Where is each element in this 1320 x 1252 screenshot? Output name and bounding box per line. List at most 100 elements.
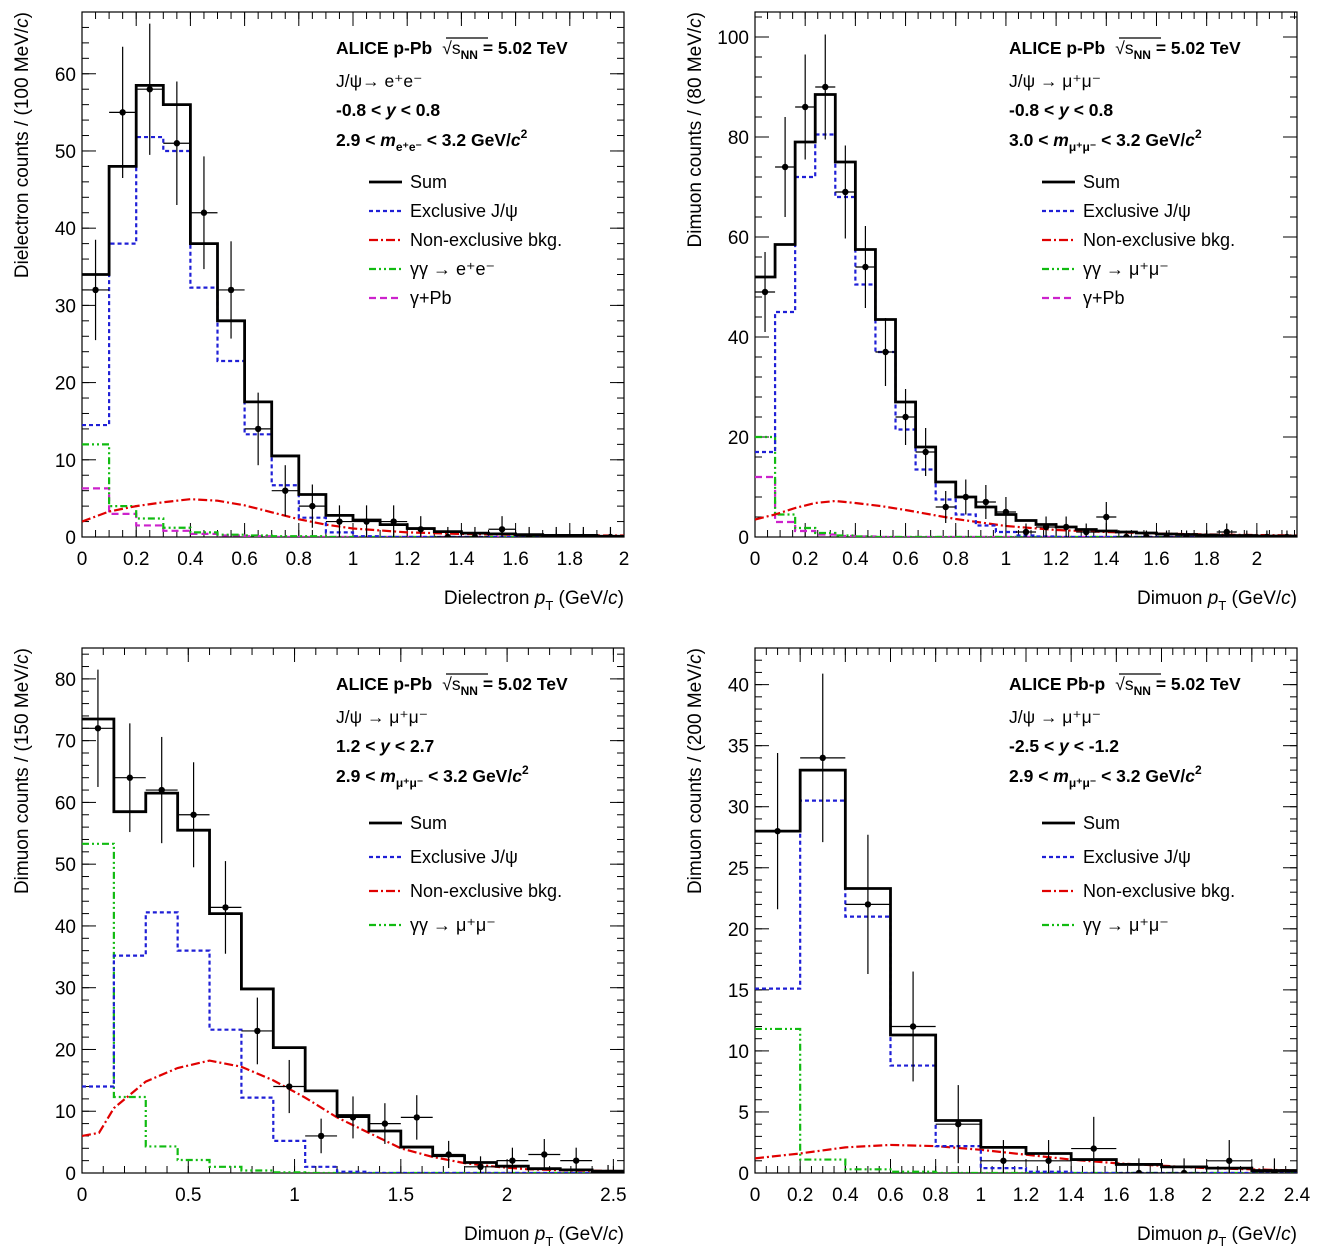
data-point-marker bbox=[477, 1163, 484, 1171]
mass-high: < 3.2 GeV/ bbox=[423, 766, 512, 786]
system-label: ALICE p-Pb bbox=[1009, 38, 1105, 58]
data-point bbox=[1176, 530, 1197, 537]
data-point bbox=[1071, 1116, 1117, 1173]
rapidity-high: < 0.8 bbox=[1069, 100, 1114, 120]
legend-item-gpb: γ+Pb bbox=[369, 288, 452, 308]
data-point bbox=[1196, 530, 1217, 537]
rapidity-symbol: y bbox=[385, 100, 397, 120]
y-label-text: Dimuon counts / (80 MeV/ bbox=[685, 27, 706, 247]
mass-unit-exp: 2 bbox=[521, 127, 528, 141]
data-point bbox=[515, 526, 543, 537]
x-label-text: Dimuon bbox=[1137, 1224, 1208, 1245]
system-label: ALICE Pb-p bbox=[1009, 674, 1105, 694]
legend-label-gpb: γ+Pb bbox=[410, 288, 452, 308]
annotation-decay: J/ψ → μ⁺μ⁻ bbox=[336, 707, 428, 727]
x-tick-label: 1.6 bbox=[502, 549, 528, 570]
data-point-marker bbox=[92, 286, 99, 294]
data-point-marker bbox=[819, 754, 826, 762]
x-label-p: p bbox=[534, 588, 546, 609]
data-point-marker bbox=[1163, 533, 1170, 537]
y-tick-label: 25 bbox=[728, 859, 749, 880]
data-point-marker bbox=[1143, 533, 1150, 537]
legend-label-nonexcl: Non-exclusive bkg. bbox=[1083, 230, 1235, 250]
sqrt-s: √s bbox=[1115, 674, 1134, 694]
mass-symbol: m bbox=[1053, 130, 1069, 150]
annotation-rapidity: 1.2 < y < 2.7 bbox=[336, 736, 434, 756]
data-point bbox=[935, 491, 956, 523]
data-point bbox=[815, 34, 836, 140]
x-tick-label: 0 bbox=[750, 549, 761, 570]
x-tick-label: 2.4 bbox=[1284, 1185, 1311, 1206]
rapidity-high: < 2.7 bbox=[390, 736, 434, 756]
data-point bbox=[82, 669, 114, 787]
mass-high: < 3.2 GeV/ bbox=[422, 130, 511, 150]
nn-subscript: NN bbox=[461, 48, 478, 62]
data-point bbox=[542, 526, 570, 537]
annotation-rapidity: -0.8 < y < 0.8 bbox=[336, 100, 440, 120]
data-point bbox=[244, 392, 272, 466]
mass-symbol: m bbox=[1053, 766, 1069, 786]
y-tick-label: 0 bbox=[65, 1164, 76, 1185]
data-point-marker bbox=[1000, 1157, 1007, 1164]
data-point bbox=[177, 762, 210, 868]
data-point-marker bbox=[1263, 533, 1271, 537]
mass-high: < 3.2 GeV/ bbox=[1096, 130, 1185, 150]
x-label-close: ) bbox=[618, 588, 624, 609]
data-point-marker bbox=[309, 502, 316, 510]
x-tick-label: 0.2 bbox=[792, 549, 818, 570]
data-point-marker bbox=[119, 109, 126, 116]
data-point-marker bbox=[471, 533, 479, 537]
y-tick-label: 100 bbox=[717, 28, 749, 49]
data-point bbox=[1026, 1140, 1072, 1173]
x-tick-label: 0.8 bbox=[922, 1185, 948, 1206]
data-point bbox=[755, 753, 801, 910]
data-point-marker bbox=[541, 1151, 548, 1158]
legend-label-sum: Sum bbox=[1083, 813, 1120, 833]
legend-item-nonexcl: Non-exclusive bkg. bbox=[369, 881, 562, 901]
x-tick-label: 0 bbox=[77, 1185, 88, 1206]
data-point bbox=[795, 54, 816, 160]
y-tick-label: 0 bbox=[738, 528, 749, 549]
x-tick-label: 2.2 bbox=[1239, 1185, 1265, 1206]
data-point-marker bbox=[222, 904, 229, 911]
data-point-marker bbox=[1062, 523, 1070, 531]
y-tick-label: 40 bbox=[55, 917, 76, 938]
annotation-mass: 2.9 < me⁺e⁻ < 3.2 GeV/c2 bbox=[336, 127, 528, 154]
mass-subscript: μ⁺μ⁻ bbox=[396, 776, 423, 790]
x-label-close: ) bbox=[618, 1224, 624, 1245]
data-point-marker bbox=[1203, 533, 1210, 537]
series-excl bbox=[82, 135, 624, 537]
mass-symbol: m bbox=[380, 130, 396, 150]
y-label-text: Dimuon counts / (150 MeV/ bbox=[12, 663, 33, 894]
data-point-marker bbox=[317, 1132, 325, 1140]
data-point-marker bbox=[955, 1120, 962, 1128]
x-tick-label: 0.2 bbox=[787, 1185, 813, 1206]
x-tick-label: 1.8 bbox=[1148, 1185, 1174, 1206]
legend-item-gg_mumu: γγ → μ⁺μ⁻ bbox=[1042, 915, 1169, 935]
energy-label: = 5.02 TeV bbox=[1151, 38, 1241, 58]
x-tick-label: 1.8 bbox=[1193, 549, 1219, 570]
data-point-marker bbox=[801, 103, 809, 111]
data-point-marker bbox=[1226, 1157, 1233, 1164]
data-point-marker bbox=[498, 526, 506, 533]
mass-unit-c: c bbox=[1185, 130, 1195, 150]
y-label-close: ) bbox=[12, 12, 33, 18]
data-point-marker bbox=[1123, 533, 1130, 537]
data-point bbox=[1236, 530, 1257, 537]
y-label-close: ) bbox=[12, 648, 33, 654]
legend: Sum Exclusive J/ψ Non-exclusive bkg. γγ → μ… bbox=[1042, 813, 1235, 935]
series-nonexcl bbox=[82, 1059, 624, 1173]
data-point-marker bbox=[1180, 1169, 1188, 1173]
data-point-marker bbox=[146, 86, 153, 93]
annotation-mass: 2.9 < mμ⁺μ⁻ < 3.2 GeV/c2 bbox=[336, 763, 529, 790]
x-tick-label: 1.4 bbox=[1058, 1185, 1085, 1206]
sqrt-s: √s bbox=[442, 674, 461, 694]
annotation-system: ALICE p-Pb √sNN = 5.02 TeV bbox=[336, 674, 568, 698]
data-point bbox=[271, 465, 299, 517]
y-tick-label: 60 bbox=[55, 65, 76, 86]
x-label-sub: T bbox=[1218, 598, 1226, 613]
series-excl bbox=[755, 799, 1297, 1173]
x-label-sub: T bbox=[1218, 1234, 1226, 1247]
mass-symbol: m bbox=[380, 766, 396, 786]
x-tick-label: 0.6 bbox=[231, 549, 257, 570]
